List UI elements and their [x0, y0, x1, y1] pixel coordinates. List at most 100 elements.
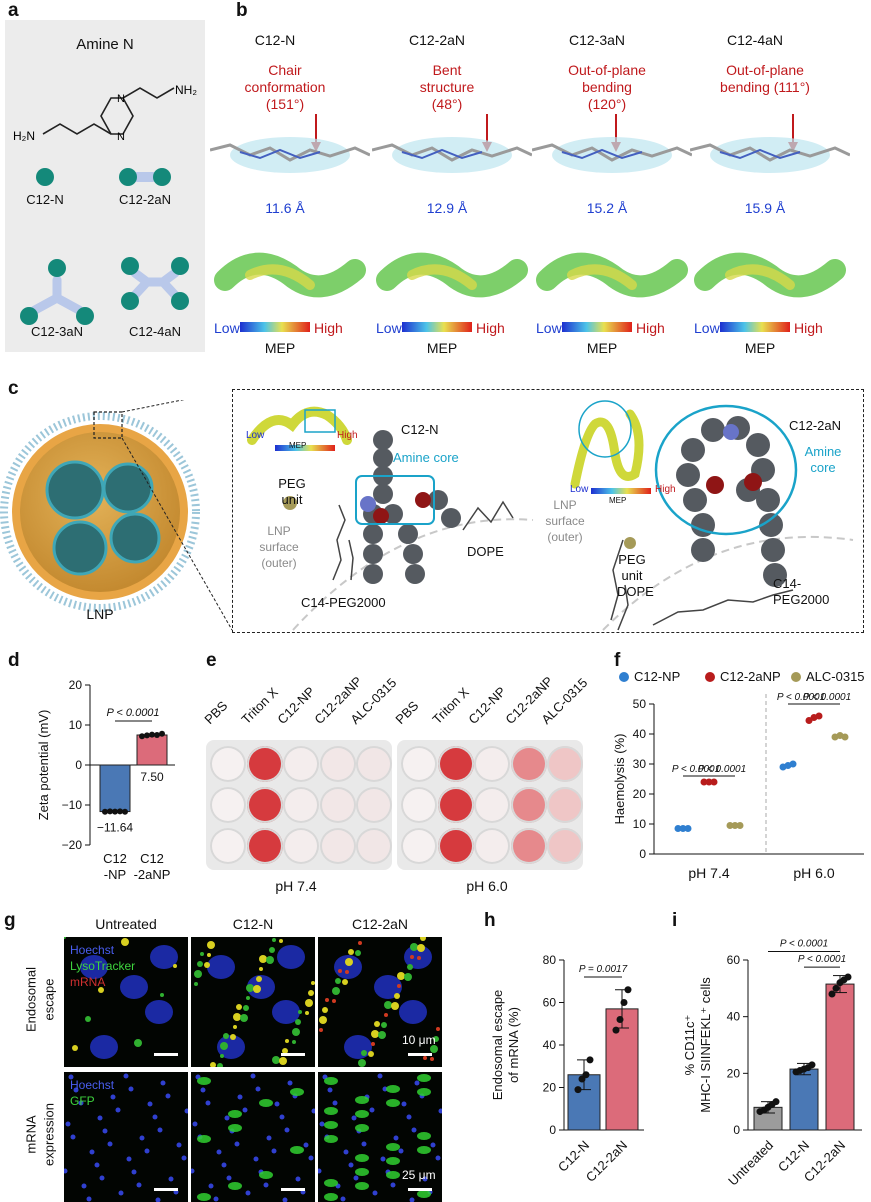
- mep-right-title: MEP: [609, 496, 626, 505]
- data-point: [833, 985, 840, 992]
- b-annotation-3-1: bending (111°): [700, 79, 830, 95]
- data-point: [144, 732, 150, 738]
- g-col-header-2: C12-2aN: [318, 916, 442, 932]
- x-tick-label: -NP: [104, 867, 126, 882]
- struct-c12-2an: C12-2aN: [105, 192, 185, 207]
- bar: [100, 765, 130, 812]
- data-point: [575, 1086, 582, 1093]
- mep-right-low: Low: [570, 484, 588, 495]
- x-tick-label: C12: [140, 851, 164, 866]
- data-point: [773, 1098, 780, 1105]
- c14-peg2000-right-1: C14-: [773, 576, 801, 591]
- y-tick-label: 30: [633, 757, 647, 771]
- amine-n-title: Amine N: [5, 36, 205, 53]
- plate-col-label: PBS: [201, 698, 230, 727]
- y-tick-label: 60: [543, 996, 557, 1010]
- y-axis-title: Endosomal escape: [490, 990, 505, 1101]
- struct-c12-4an: C12-4aN: [115, 324, 195, 339]
- micrograph-0-1: [191, 937, 315, 1067]
- b-mep-low-0: Low: [214, 320, 240, 336]
- y-tick-label: 0: [75, 758, 82, 772]
- plate-ph-label: pH 7.4: [246, 878, 346, 894]
- bar: [137, 735, 167, 765]
- y-tick-label: −20: [62, 838, 83, 852]
- b-mep-high-1: High: [476, 320, 505, 336]
- y-tick-label: 40: [543, 1038, 557, 1052]
- b-col-title-2: C12-3aN: [542, 32, 652, 48]
- g-col-header-0: Untreated: [64, 916, 188, 932]
- lnp-surface-left-2: surface: [249, 540, 309, 554]
- p-value: P < 0.0001: [698, 764, 746, 775]
- well: [356, 746, 392, 782]
- well: [356, 828, 392, 864]
- plate-col-label: C12-NP: [465, 684, 508, 727]
- panel-g-label: g: [4, 910, 16, 932]
- piperazine-structure: H₂N NH₂ N N: [5, 60, 205, 160]
- y-axis-title: Zeta potential (mV): [36, 710, 51, 821]
- well: [247, 787, 283, 823]
- legend-label: C12-NP: [634, 669, 680, 684]
- b-mep-title-0: MEP: [240, 340, 320, 356]
- well: [401, 828, 437, 864]
- panel-c-zoom-box: Low High MEP C12-N Amine core PEG unit L…: [232, 389, 864, 633]
- well: [210, 746, 246, 782]
- peg-unit-right-2: unit: [607, 568, 657, 583]
- well: [283, 828, 319, 864]
- data-point: [613, 1027, 620, 1034]
- struct-c12-n: C12-N: [5, 192, 85, 207]
- well: [210, 787, 246, 823]
- b-annotation-2-1: bending: [542, 79, 672, 95]
- b-mep-high-0: High: [314, 320, 343, 336]
- y-tick-label: 60: [727, 953, 741, 967]
- peg-unit-left-2: unit: [267, 492, 317, 507]
- y-tick-label: −10: [62, 798, 83, 812]
- y-tick-label: 0: [639, 847, 646, 861]
- scale-bar: [408, 1053, 432, 1056]
- y-tick-label: 10: [69, 718, 83, 732]
- well: [511, 828, 547, 864]
- panel-a-label: a: [8, 0, 19, 22]
- data-point: [809, 1061, 816, 1068]
- panel-b-label: b: [236, 0, 248, 22]
- b-annotation-3-0: Out-of-plane: [700, 62, 830, 78]
- plate-ph-label: pH 6.0: [437, 878, 537, 894]
- legend-label: C12-2aNP: [720, 669, 781, 684]
- dope-right: DOPE: [617, 584, 654, 599]
- legend-marker: [619, 672, 629, 682]
- g-row-label-1-0: mRNA: [24, 1070, 39, 1200]
- y-axis-title: Haemolysis (%): [614, 733, 627, 824]
- well: [356, 787, 392, 823]
- well: [438, 746, 474, 782]
- lnp-surface-left-3: (outer): [249, 556, 309, 570]
- scale-text: 10 μm: [402, 1033, 436, 1047]
- y-axis-title: % CD11c⁺: [682, 1015, 697, 1076]
- g-col-header-1: C12-N: [191, 916, 315, 932]
- legend-marker: [705, 672, 715, 682]
- g-row-label-1-1: expression: [42, 1070, 57, 1200]
- b-mep-high-3: High: [794, 320, 823, 336]
- amine-core-right-1: Amine: [793, 444, 853, 459]
- well: [401, 787, 437, 823]
- x-tick-label: C12-2aN: [583, 1138, 630, 1185]
- b-mep-low-3: Low: [694, 320, 720, 336]
- y-tick-label: 80: [543, 953, 557, 967]
- well: [474, 746, 510, 782]
- plate-col-label: Triton X: [238, 685, 280, 727]
- plate-col-label: PBS: [392, 698, 421, 727]
- scale-bar: [408, 1188, 432, 1191]
- data-point: [737, 822, 744, 829]
- legend-marker: [791, 672, 801, 682]
- channel-label-1: LysoTracker: [70, 959, 135, 974]
- value-label: −11.64: [97, 821, 133, 835]
- data-point: [711, 779, 718, 786]
- g-row-label-0-1: escape: [42, 935, 57, 1065]
- p-value: P = 0.0017: [579, 964, 628, 975]
- y-tick-label: 40: [727, 1010, 741, 1024]
- mep-left-title: MEP: [289, 441, 306, 450]
- x-tick-label: pH 7.4: [688, 865, 729, 881]
- well: [283, 787, 319, 823]
- mep-inset-right: [565, 394, 675, 494]
- well: [320, 787, 356, 823]
